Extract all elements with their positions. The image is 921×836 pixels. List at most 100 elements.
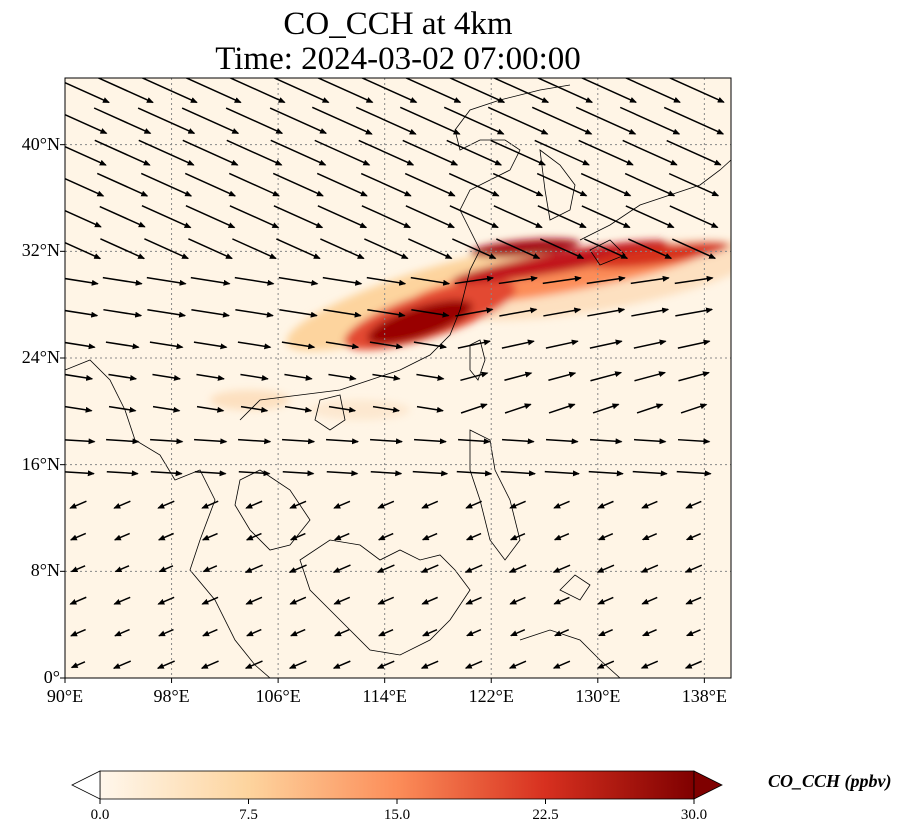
wind-arrow [201,500,219,509]
wind-arrow [421,532,438,541]
wind-arrow [510,629,526,637]
wind-arrow [641,629,657,637]
wind-arrow [65,405,93,413]
x-tick-label: 114°E [362,686,407,706]
wind-arrow [641,500,658,509]
colorbar-tick-label: 0.0 [90,807,110,823]
wind-arrow [460,371,489,382]
wind-arrow [184,78,242,104]
wind-arrow [245,596,263,605]
wind-arrow [245,532,262,541]
wind-arrow [311,106,373,135]
wind-arrow [188,238,233,260]
wind-arrow [181,107,240,134]
wind-arrow [545,339,579,349]
wind-arrow [578,139,634,166]
wind-arrow [326,470,359,477]
wind-arrow [196,405,225,413]
wind-arrow [147,308,187,318]
wind-arrow [416,373,445,381]
wind-arrow [270,139,327,166]
wind-arrow [685,596,702,605]
wind-arrow [553,532,570,541]
wind-arrow [114,628,130,637]
wind-arrow [355,106,417,135]
wind-arrow [531,106,593,135]
colorbar-label: CO_CCH (ppbv) [768,771,892,791]
wind-arrow [584,238,629,260]
wind-arrow [685,533,701,541]
wind-arrow [677,339,711,349]
wind-arrow [196,373,225,381]
wind-arrow [328,405,357,413]
wind-arrow [452,238,497,260]
wind-arrow [288,564,307,573]
wind-arrow [152,405,181,413]
wind-arrow [586,275,626,285]
wind-arrow [677,438,711,445]
wind-arrow [553,500,570,509]
wind-arrow [369,341,404,350]
wind-arrow [492,78,550,103]
wind-arrow [96,78,154,104]
wind-arrow [364,238,409,260]
wind-arrow [226,139,283,166]
wind-arrow [596,660,615,669]
wind-arrow [641,596,658,605]
wind-arrow [508,660,527,669]
wind-arrow [420,660,439,669]
wind-arrow [372,405,401,413]
wind-arrow [194,438,228,445]
wind-arrow [580,78,637,103]
wind-arrow [201,532,218,541]
wind-arrow [194,470,227,477]
co-plume [210,238,731,420]
wind-arrow [422,628,438,637]
wind-arrow [366,276,407,286]
wind-arrow [144,238,189,260]
wind-arrow [456,470,493,477]
wind-arrow [631,307,670,317]
wind-arrow [182,139,239,166]
wind-arrow [108,405,137,413]
wind-arrow [202,628,218,637]
wind-arrow [509,596,526,605]
wind-arrow [499,307,538,317]
wind-arrow [157,532,174,541]
wind-arrow [597,500,614,509]
wind-arrow [640,564,659,573]
wind-arrow [323,308,362,318]
wind-arrow [597,532,614,541]
wind-arrow [273,205,324,229]
wind-arrow [590,371,623,382]
wind-arrow [408,238,453,260]
wind-arrow [588,470,624,477]
wind-arrow [108,373,138,381]
wind-arrow [65,113,108,135]
colorbar-tick-label: 7.5 [239,807,258,823]
wind-arrow [235,308,274,318]
wind-arrow [282,438,316,445]
wind-arrow [113,500,131,509]
wind-arrow [105,341,140,350]
wind-arrow [238,470,271,477]
wind-arrow [200,660,219,669]
wind-arrow [492,172,544,197]
wind-arrow [284,405,313,413]
y-tick-label: 32°N [21,240,60,261]
wind-arrow [65,373,94,381]
wind-arrow [465,596,482,605]
wind-arrow [333,532,350,541]
wind-arrow [272,172,324,197]
wind-arrow [545,438,579,445]
coastlines [65,84,731,678]
wind-arrow [504,371,533,382]
wind-arrow [411,308,450,318]
wind-arrow [624,172,676,197]
wind-arrow [96,172,149,197]
wind-arrow [455,307,494,317]
wind-arrow [114,565,130,573]
wind-arrow [284,373,313,381]
wind-arrow [112,660,132,669]
wind-arrow [501,438,535,445]
